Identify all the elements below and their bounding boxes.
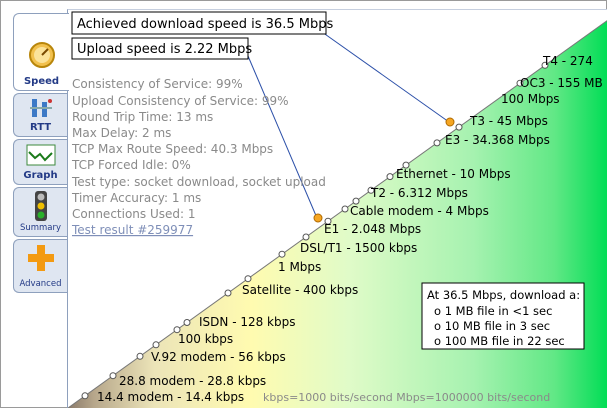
scale-marker-12 (352, 197, 360, 205)
scale-marker-4 (173, 326, 181, 334)
download-time-title: At 36.5 Mbps, download a: (427, 288, 580, 302)
upload-speed-marker (313, 213, 323, 223)
scale-label-isdn: ISDN - 128 kbps (199, 315, 296, 329)
gauge-icon (28, 42, 55, 68)
scale-marker-13 (367, 186, 375, 194)
scale-label-100kbps: 100 kbps (178, 332, 233, 346)
tab-rtt[interactable]: RTT (13, 93, 67, 137)
scale-marker-3 (152, 341, 160, 349)
tab-summary[interactable]: Summary (13, 187, 67, 237)
scale-label-v92-modem: V.92 modem - 56 kbps (151, 350, 286, 364)
tab-speed[interactable]: Speed (13, 13, 69, 91)
speed-scale-labels: T4 - 274 OC3 - 155 MB 100 Mbps T3 - 45 M… (97, 54, 603, 404)
scale-marker-9 (302, 233, 310, 241)
scale-label-cable-modem: Cable modem - 4 Mbps (350, 204, 489, 218)
antenna-icon (29, 99, 52, 117)
stat-timer-accuracy: Timer Accuracy: 1 ms (71, 191, 201, 205)
scale-label-1mbps: 1 Mbps (278, 260, 321, 274)
scale-label-oc3: OC3 - 155 MB (520, 76, 603, 90)
scale-label-e3: E3 - 34.368 Mbps (445, 133, 550, 147)
download-speed-marker (445, 117, 455, 127)
scale-marker-15 (402, 161, 410, 169)
test-result-link[interactable]: Test result #259977 (71, 223, 193, 237)
scale-marker-6 (224, 289, 232, 297)
tab-graph[interactable]: Graph (13, 139, 67, 185)
line-graph-icon (26, 144, 55, 166)
stat-upload-consistency: Upload Consistency of Service: 99% (72, 94, 289, 108)
scale-label-t2: T2 - 6.312 Mbps (370, 186, 468, 200)
download-callout-box (71, 11, 327, 35)
download-time-10mb: o 10 MB file in 3 sec (434, 319, 550, 333)
scale-marker-10 (324, 217, 332, 225)
scale-label-28-8-modem: 28.8 modem - 28.8 kbps (119, 374, 266, 388)
scale-label-satellite: Satellite - 400 kbps (242, 283, 358, 297)
speed-panel: Achieved download speed is 36.5 Mbps Upl… (67, 9, 607, 408)
upload-callout-box (71, 37, 249, 60)
stat-consistency: Consistency of Service: 99% (72, 77, 243, 91)
plus-icon (27, 245, 54, 271)
scale-marker-1 (109, 372, 117, 380)
download-time-box (421, 282, 585, 350)
scale-label-ethernet: Ethernet - 10 Mbps (396, 167, 511, 181)
download-time-100mb: o 100 MB file in 22 sec (434, 334, 565, 348)
units-note: kbps=1000 bits/second Mbps=1000000 bits/… (263, 391, 550, 404)
stats-list: Consistency of Service: 99% Upload Consi… (71, 77, 326, 237)
download-time-1mb: o 1 MB file in <1 sec (434, 304, 552, 318)
scale-marker-18 (516, 79, 524, 87)
scale-marker-2 (136, 352, 144, 360)
stat-tcp-forced-idle: TCP Forced Idle: 0% (71, 158, 191, 172)
scale-label-t4: T4 - 274 (542, 54, 593, 68)
scale-marker-8 (278, 250, 286, 258)
scale-label-e1: E1 - 2.048 Mbps (324, 222, 421, 236)
download-callout-text: Achieved download speed is 36.5 Mbps (77, 17, 333, 32)
tab-advanced-label: Advanced (19, 279, 62, 289)
scale-marker-19 (541, 61, 549, 69)
scale-label-100mbps: 100 Mbps (501, 92, 560, 106)
scale-marker-0 (81, 392, 89, 400)
stat-max-delay: Max Delay: 2 ms (72, 126, 171, 140)
scale-label-t3: T3 - 45 Mbps (469, 114, 548, 128)
speed-scale-markers (81, 61, 549, 400)
stat-round-trip-time: Round Trip Time: 13 ms (72, 110, 213, 124)
tab-advanced[interactable]: Advanced (13, 239, 67, 293)
tab-rtt-label: RTT (29, 122, 52, 133)
tab-graph-label: Graph (23, 170, 58, 181)
scale-marker-5 (183, 319, 191, 326)
scale-label-14-4-modem: 14.4 modem - 14.4 kbps (97, 390, 244, 404)
upload-connector-line (247, 55, 318, 219)
speed-diagram: Achieved download speed is 36.5 Mbps Upl… (68, 11, 607, 408)
scale-marker-11 (341, 205, 349, 213)
left-margin (2, 2, 13, 407)
scale-label-dsl-t1: DSL/T1 - 1500 kbps (300, 241, 417, 255)
stat-connections-used: Connections Used: 1 (72, 207, 196, 221)
stat-tcp-max-route-speed: TCP Max Route Speed: 40.3 Mbps (71, 142, 273, 156)
scale-marker-7 (244, 275, 252, 283)
tab-summary-label: Summary (19, 223, 62, 233)
scale-marker-17 (455, 123, 463, 131)
scale-marker-16 (433, 139, 441, 147)
download-connector-line (321, 31, 450, 123)
scale-marker-14 (386, 173, 394, 181)
stat-test-type: Test type: socket download, socket uploa… (71, 175, 326, 189)
traffic-light-icon (34, 191, 47, 221)
upload-callout-text: Upload speed is 2.22 Mbps (77, 42, 252, 57)
tab-speed-label: Speed (23, 76, 60, 87)
